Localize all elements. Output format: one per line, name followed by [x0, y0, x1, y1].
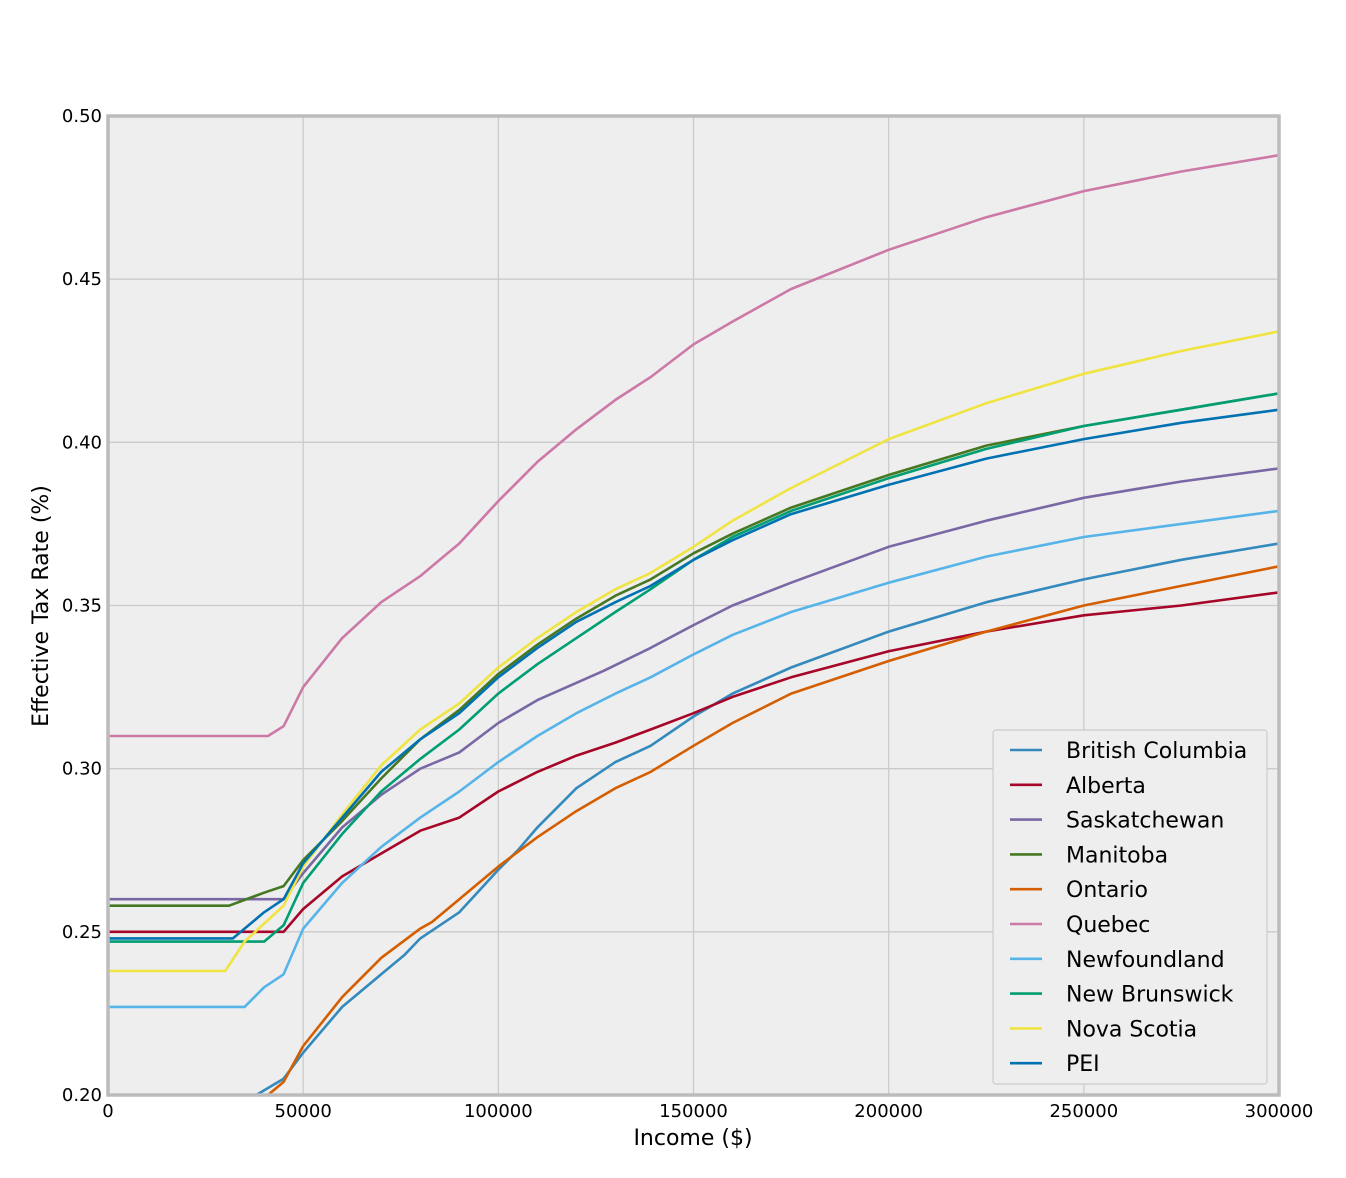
series-line-alberta — [106, 591, 1281, 934]
y-tick-labels: 0.20 0.25 0.30 0.35 0.40 0.45 0.50 — [62, 106, 102, 1106]
x-tick-label: 250000 — [1049, 1101, 1118, 1122]
x-tick-label: 200000 — [854, 1101, 923, 1122]
series-line-saskatchewan — [106, 467, 1281, 901]
y-tick-label: 0.30 — [62, 759, 102, 780]
series-line-newfoundland — [106, 509, 1281, 1009]
plot-frame — [106, 114, 1281, 1097]
legend-label-alberta: Alberta — [1066, 774, 1146, 799]
series-line-new-brunswick — [106, 392, 1281, 943]
y-tick-label: 0.45 — [62, 269, 102, 290]
series-line-nova-scotia — [106, 330, 1281, 973]
x-tick-label: 50000 — [275, 1101, 332, 1122]
legend-box — [992, 729, 1268, 1085]
legend-label-manitoba: Manitoba — [1066, 843, 1168, 868]
legend-label-saskatchewan: Saskatchewan — [1066, 809, 1224, 834]
y-axis-label: Effective Tax Rate (%) — [29, 485, 54, 727]
legend-label-ontario: Ontario — [1066, 878, 1148, 903]
series-line-manitoba — [106, 392, 1281, 907]
legend-label-quebec: Quebec — [1066, 913, 1150, 938]
y-tick-label: 0.25 — [62, 922, 102, 943]
series-line-british-columbia — [255, 542, 1281, 1097]
series-line-ontario — [106, 565, 1281, 1097]
legend-label-pei: PEI — [1066, 1052, 1100, 1077]
legend-label-newfoundland: Newfoundland — [1066, 948, 1225, 973]
y-tick-label: 0.40 — [62, 432, 102, 453]
x-axis-label: Income ($) — [633, 1126, 752, 1151]
legend: British Columbia Alberta Saskatchewan Manit… — [992, 729, 1268, 1085]
series-line-quebec — [106, 153, 1281, 738]
x-tick-labels: 0 50000 100000 150000 200000 250000 300000 — [102, 1101, 1313, 1122]
x-tick-label: 300000 — [1245, 1101, 1314, 1122]
data-series — [106, 153, 1281, 1097]
series-line-pei — [106, 408, 1281, 940]
y-tick-label: 0.35 — [62, 596, 102, 617]
legend-label-new-brunswick: New Brunswick — [1066, 983, 1234, 1008]
x-tick-label: 100000 — [464, 1101, 533, 1122]
y-tick-label: 0.20 — [62, 1085, 102, 1106]
legend-label-nova-scotia: Nova Scotia — [1066, 1017, 1197, 1042]
x-tick-label: 0 — [102, 1101, 113, 1122]
legend-label-british-columbia: British Columbia — [1066, 739, 1247, 764]
y-tick-label: 0.50 — [62, 106, 102, 127]
x-tick-label: 150000 — [659, 1101, 728, 1122]
